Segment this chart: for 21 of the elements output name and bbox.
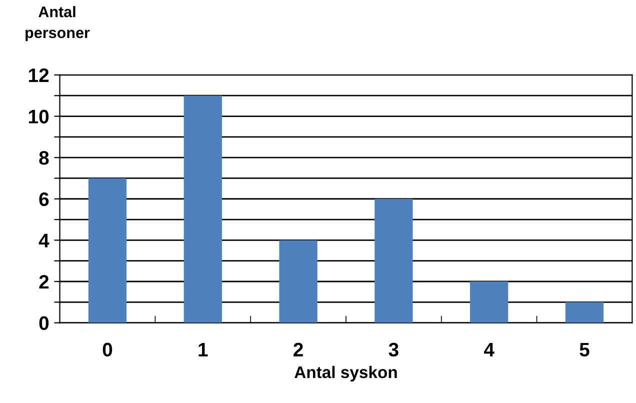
bar — [184, 96, 222, 323]
y-tick-label: 2 — [39, 274, 49, 289]
bar — [565, 302, 604, 323]
bar — [279, 240, 318, 323]
y-tick-label: 6 — [39, 192, 49, 206]
x-tick-label: 2 — [294, 342, 303, 356]
x-tick-label: 4 — [484, 342, 494, 356]
y-tick-label: 0 — [39, 316, 49, 330]
bar — [88, 178, 127, 323]
y-tick-label: 12 — [28, 68, 49, 82]
x-tick-label: 3 — [388, 342, 398, 357]
x-tick-label: 0 — [102, 342, 112, 357]
bar — [374, 198, 413, 323]
x-tick-label: 1 — [198, 342, 208, 356]
y-tick-label: 8 — [39, 151, 49, 165]
bar — [470, 281, 508, 323]
x-axis-title: Antal syskon — [294, 366, 397, 382]
x-tick-label: 5 — [580, 342, 590, 357]
y-tick-label: 10 — [28, 110, 49, 124]
y-tick-label: 4 — [38, 234, 50, 248]
y-axis-title: Antal personer — [26, 6, 90, 42]
